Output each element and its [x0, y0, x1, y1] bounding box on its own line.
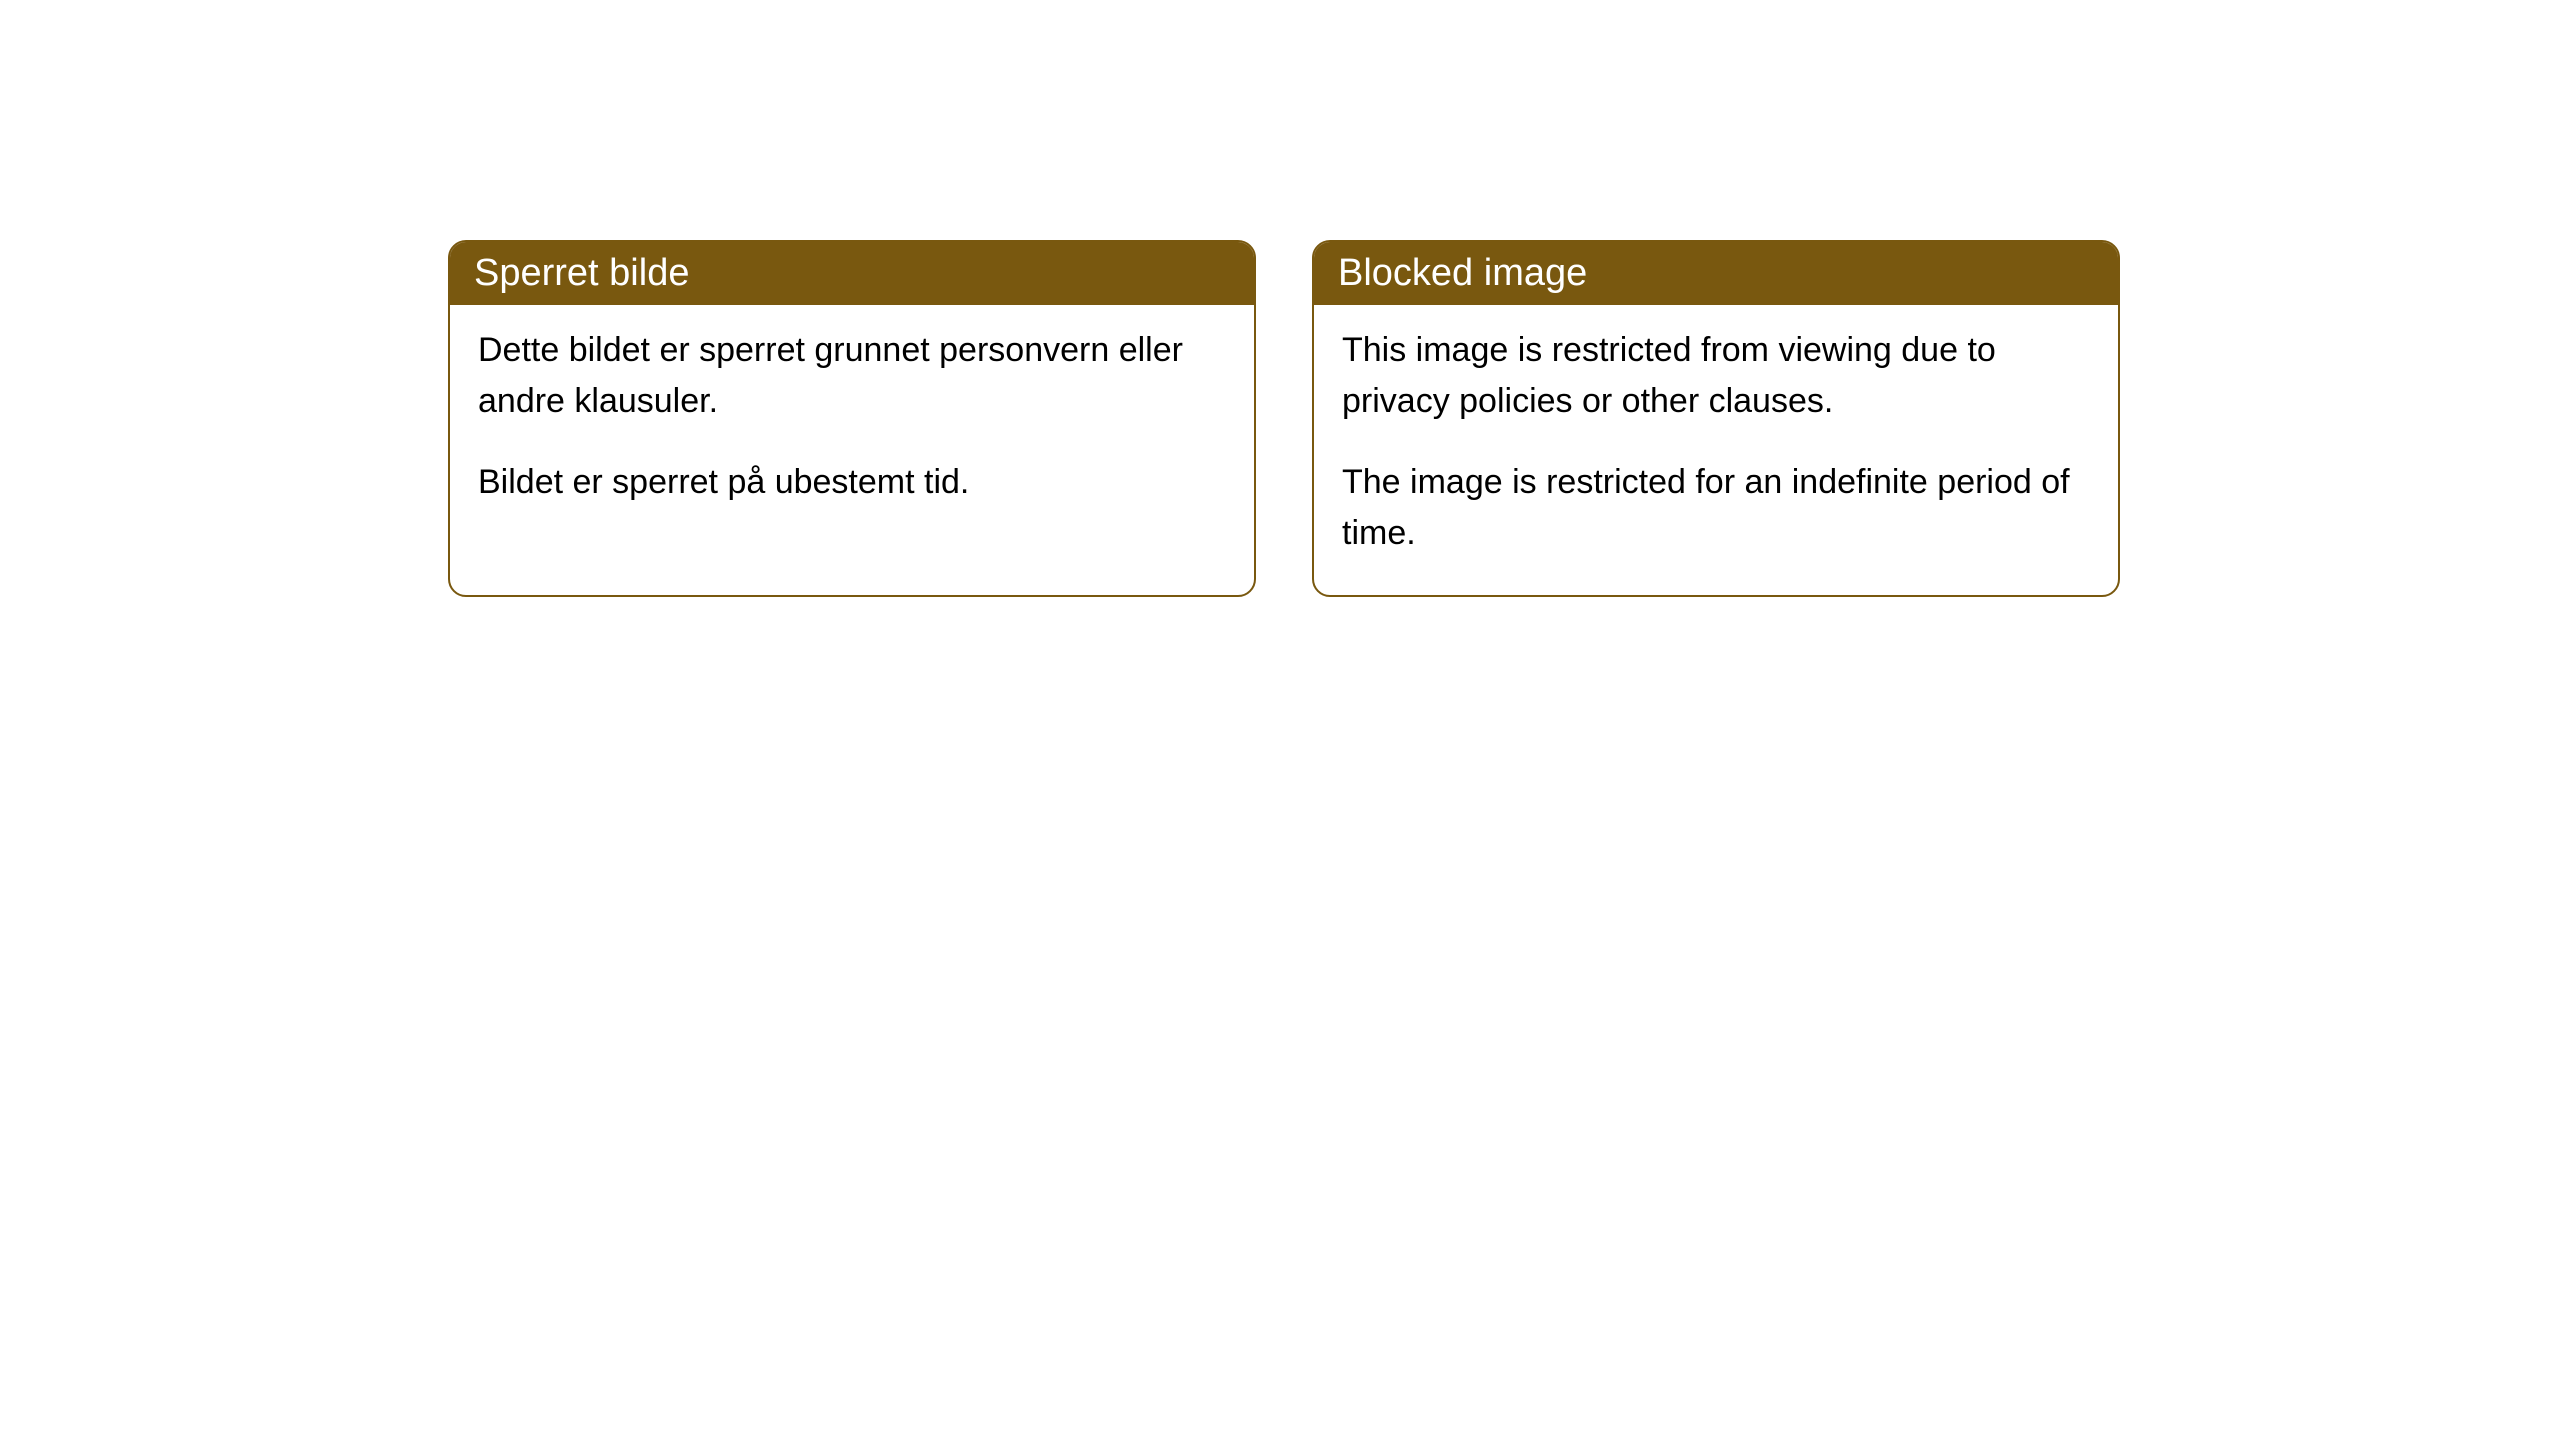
card-paragraph: Dette bildet er sperret grunnet personve…: [478, 325, 1226, 427]
card-title: Blocked image: [1338, 252, 1587, 294]
card-title: Sperret bilde: [474, 252, 689, 294]
card-body: This image is restricted from viewing du…: [1314, 305, 2118, 595]
card-paragraph: Bildet er sperret på ubestemt tid.: [478, 457, 1226, 508]
notice-card-norwegian: Sperret bilde Dette bildet er sperret gr…: [448, 240, 1256, 597]
card-paragraph: The image is restricted for an indefinit…: [1342, 457, 2090, 559]
card-header: Blocked image: [1314, 242, 2118, 305]
notice-card-english: Blocked image This image is restricted f…: [1312, 240, 2120, 597]
card-header: Sperret bilde: [450, 242, 1254, 305]
card-paragraph: This image is restricted from viewing du…: [1342, 325, 2090, 427]
notice-cards-container: Sperret bilde Dette bildet er sperret gr…: [448, 240, 2120, 597]
card-body: Dette bildet er sperret grunnet personve…: [450, 305, 1254, 544]
